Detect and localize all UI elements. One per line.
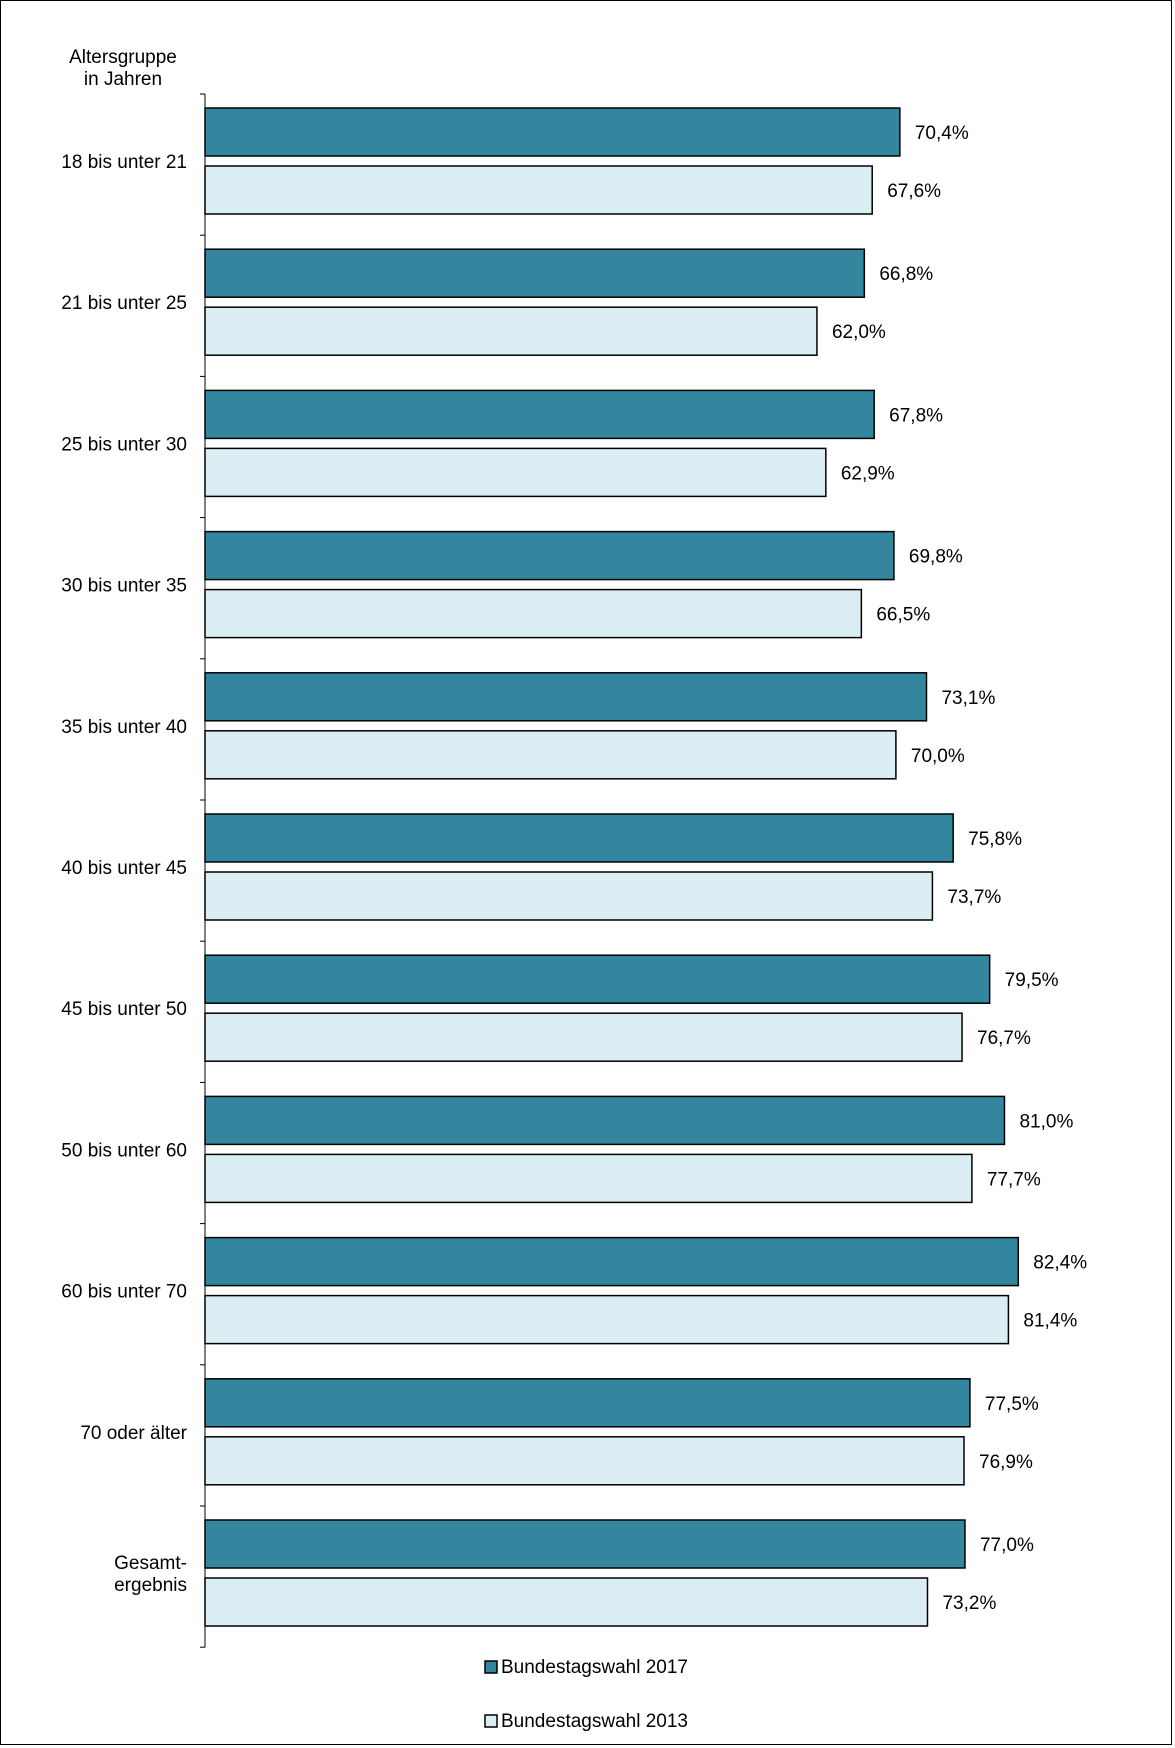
data-label: 77,5%: [985, 1394, 1039, 1415]
bar-2013-9: [204, 1436, 965, 1486]
data-label: 73,2%: [942, 1593, 996, 1614]
data-label: 76,9%: [979, 1452, 1033, 1473]
bar-2017-4: [204, 672, 928, 722]
category-label: 40 bis unter 45: [61, 858, 187, 879]
labels: 70,4% 67,6% 18 bis unter 21 66,8% 62,0% 21 bi…: [61, 123, 1087, 1614]
data-label: 69,8%: [909, 547, 963, 568]
category-label: 21 bis unter 25: [61, 293, 187, 314]
bar-2017-8: [204, 1236, 1020, 1287]
bar-2017-7: [204, 1095, 1006, 1146]
data-label: 76,7%: [977, 1028, 1031, 1049]
bar-2013-10: [204, 1577, 929, 1627]
bar-2017-0: [204, 107, 901, 157]
data-label: 81,4%: [1023, 1311, 1077, 1332]
bar-2013-0: [204, 165, 873, 215]
data-label: 67,8%: [889, 405, 943, 426]
legend-swatch: [484, 1714, 498, 1728]
axis-title: in Jahren: [84, 69, 162, 90]
bar-2017-9: [204, 1378, 971, 1428]
category-label: 50 bis unter 60: [61, 1140, 187, 1161]
bar-2017-1: [204, 248, 866, 298]
category-label: Gesamt-: [114, 1553, 187, 1574]
bar-2017-5: [204, 813, 954, 863]
data-label: 66,5%: [876, 605, 930, 626]
data-label: 67,6%: [887, 181, 941, 202]
bar-2013-7: [204, 1153, 973, 1204]
data-label: 77,0%: [980, 1535, 1034, 1556]
bar-2017-2: [204, 389, 875, 440]
data-label: 73,1%: [941, 688, 995, 709]
data-label: 70,4%: [915, 123, 969, 144]
bar-2017-6: [204, 954, 991, 1004]
data-label: 79,5%: [1005, 970, 1059, 991]
bar-2013-8: [204, 1294, 1010, 1345]
category-label: ergebnis: [114, 1575, 187, 1596]
data-label: 82,4%: [1033, 1253, 1087, 1274]
legend-swatch: [484, 1660, 498, 1674]
bar-2017-10: [204, 1519, 966, 1569]
bar-2013-1: [204, 306, 818, 356]
data-label: 62,9%: [841, 463, 895, 484]
legend-label: Bundestagswahl 2017: [501, 1657, 688, 1678]
legend: Bundestagswahl 2017 Bundestagswahl 2013: [484, 1657, 688, 1732]
bar-2017-3: [204, 530, 895, 581]
data-label: 73,7%: [947, 887, 1001, 908]
data-label: 75,8%: [968, 829, 1022, 850]
data-label: 70,0%: [911, 746, 965, 767]
axis-title: Altersgruppe: [69, 47, 177, 68]
category-label: 60 bis unter 70: [61, 1282, 187, 1303]
data-label: 66,8%: [879, 264, 933, 285]
bar-2013-5: [204, 871, 934, 921]
bars: [204, 107, 1020, 1627]
bar-2013-6: [204, 1012, 963, 1062]
data-label: 77,7%: [987, 1169, 1041, 1190]
bar-2013-3: [204, 588, 863, 639]
category-label: 35 bis unter 40: [61, 717, 187, 738]
bar-2013-2: [204, 447, 827, 498]
category-label: 30 bis unter 35: [61, 576, 187, 597]
category-label: 25 bis unter 30: [61, 434, 187, 455]
category-label: 70 oder älter: [80, 1423, 187, 1444]
category-label: 18 bis unter 21: [61, 152, 187, 173]
data-label: 81,0%: [1019, 1111, 1073, 1132]
legend-label: Bundestagswahl 2013: [501, 1711, 688, 1732]
data-label: 62,0%: [832, 322, 886, 343]
category-label: 45 bis unter 50: [61, 999, 187, 1020]
bar-2013-4: [204, 730, 897, 780]
